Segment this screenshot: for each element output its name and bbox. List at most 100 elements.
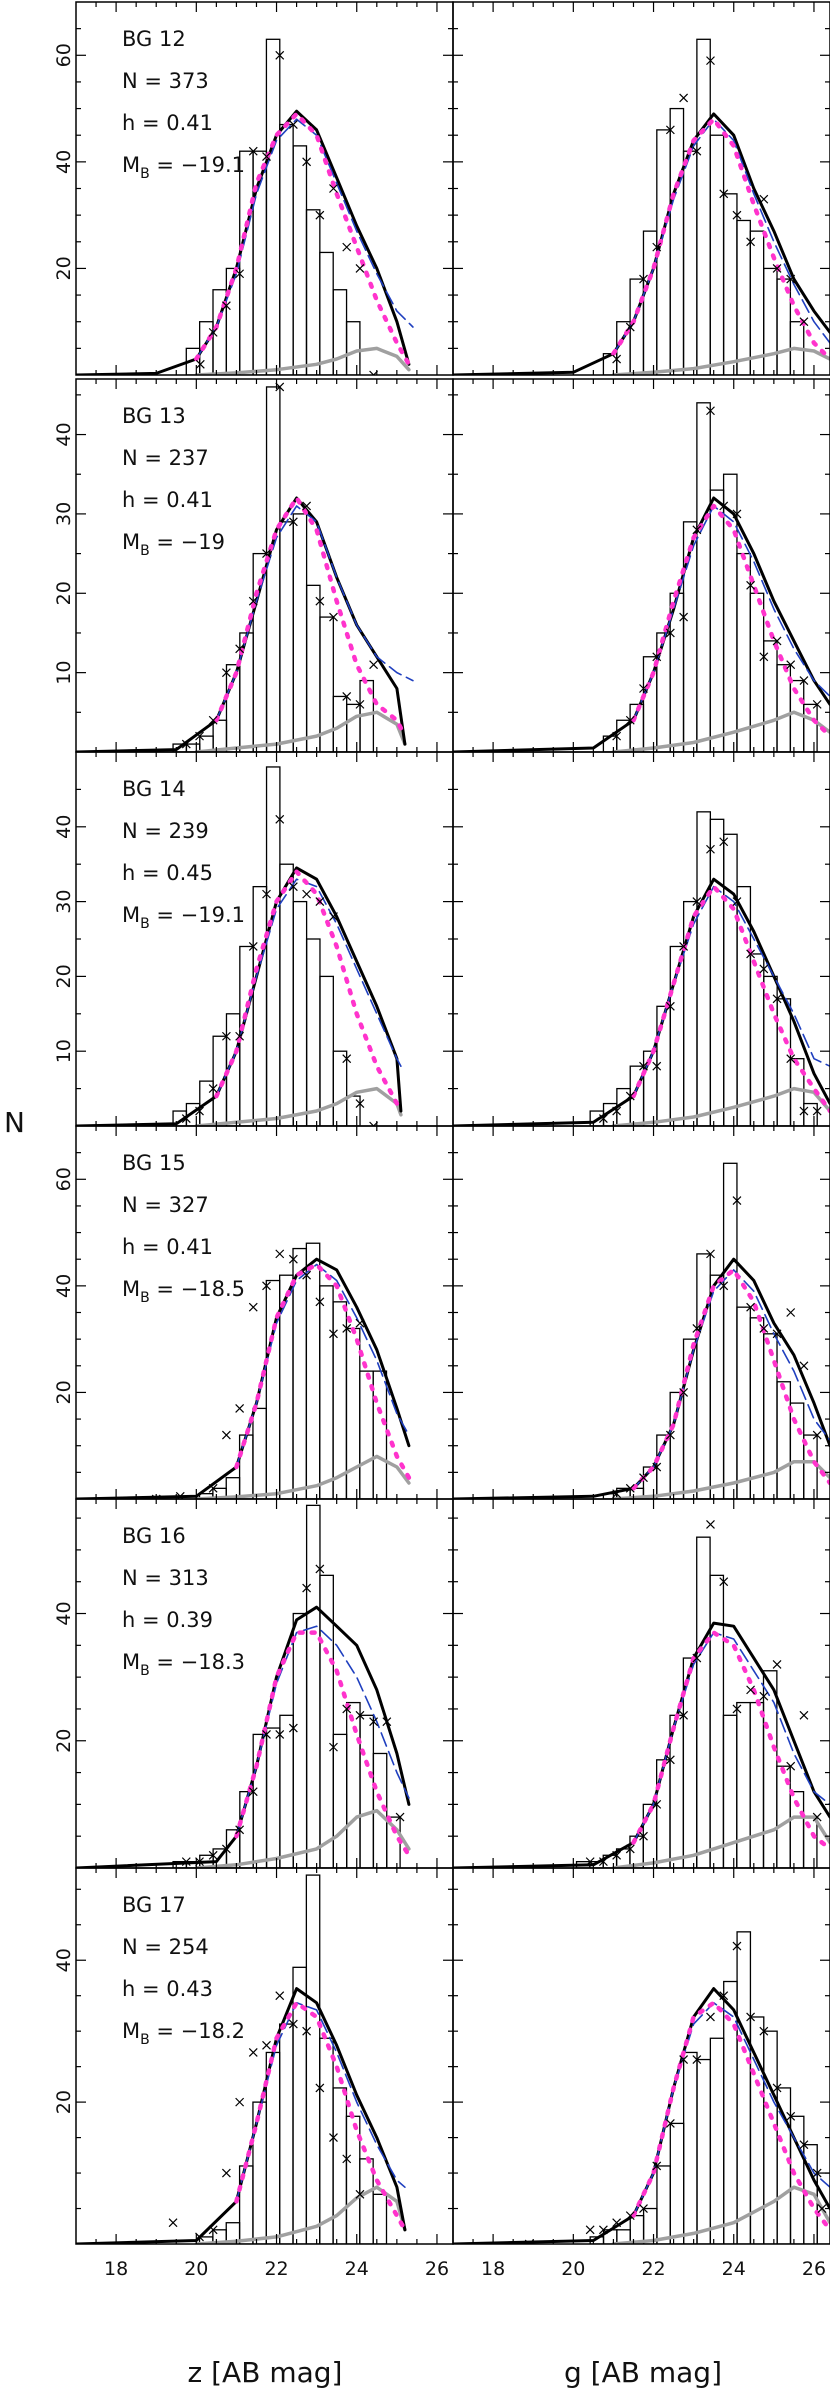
cross-marker: [772, 264, 782, 273]
cross-marker: [746, 1685, 756, 1695]
cross-marker: [679, 942, 689, 951]
cross-marker: [151, 1494, 161, 1499]
histogram-bar: [212, 719, 228, 752]
cross-markers: [151, 1249, 365, 1499]
axis-ticks: [453, 1868, 830, 2244]
cross-marker: [208, 2225, 218, 2235]
cross-marker: [746, 2012, 756, 2022]
histogram-bar: [292, 900, 308, 1126]
x-tick-label: 22: [641, 2258, 665, 2280]
cross-marker: [288, 2019, 298, 2029]
background-curve: [611, 710, 830, 752]
histogram-bar: [279, 521, 294, 752]
histogram-bar: [789, 1402, 805, 1499]
panel-annotation-count: N = 237: [122, 446, 209, 470]
cross-marker: [746, 237, 756, 247]
x-tick-label: 26: [425, 2258, 449, 2280]
panel-bg-14-g: [452, 751, 830, 1127]
axis-ticks: [453, 1499, 830, 1868]
cross-marker: [275, 1729, 285, 1739]
panel-annotation-mb: MB = −19.1: [122, 903, 245, 932]
cross-marker: [369, 1717, 379, 1727]
y-tick-label: 30: [53, 502, 75, 526]
histogram-bars: [575, 1536, 818, 1868]
cross-marker: [235, 1031, 245, 1041]
cross-marker: [665, 1001, 675, 1011]
cross-marker: [275, 1249, 285, 1259]
x-tick-label: 26: [802, 2258, 826, 2280]
cross-marker: [799, 317, 809, 327]
model-curves: [76, 495, 414, 752]
cross-marker: [679, 612, 689, 622]
background-curve: [611, 346, 830, 375]
cross-marker: [248, 1302, 258, 1312]
panel-annotation-mb: MB = −18.3: [122, 1650, 245, 1679]
panel-frame: [452, 1, 830, 376]
histogram-bar: [265, 2051, 281, 2244]
histogram-bar: [709, 2037, 725, 2244]
histogram-bar: [346, 1095, 361, 1126]
model-curves: [453, 877, 830, 1126]
cross-marker: [262, 1281, 271, 1291]
panel-bg-16-g: [452, 1498, 830, 1869]
cross-marker: [665, 125, 675, 135]
cross-marker: [639, 1831, 648, 1841]
histogram-bar: [696, 38, 711, 375]
cross-marker: [355, 264, 365, 273]
model-magenta-curve: [631, 2000, 830, 2233]
model-curves: [76, 1257, 412, 1499]
cross-marker: [812, 1430, 822, 1440]
cross-marker: [221, 2168, 231, 2178]
cross-marker: [706, 844, 715, 854]
model-curves: [76, 1987, 408, 2244]
histogram-bar: [332, 1733, 348, 1868]
model-magenta-curve: [214, 495, 408, 739]
mb-symbol: M: [122, 153, 140, 177]
cross-marker: [235, 269, 245, 279]
cross-marker: [812, 699, 822, 709]
histogram-bars: [602, 1162, 818, 1499]
cross-marker: [302, 2026, 312, 2036]
histogram-bar: [345, 1327, 361, 1499]
mb-subscript: B: [140, 916, 150, 932]
histogram-bar: [319, 975, 334, 1126]
x-tick-labels: 18 20 22 24 26 18 20 22 24 26: [104, 2258, 826, 2280]
panel-annotation-name: BG 15: [122, 1151, 186, 1175]
histogram-bar: [629, 278, 645, 375]
y-tick-label: 20: [53, 964, 75, 988]
cross-marker: [355, 2189, 365, 2199]
cross-markers: [181, 382, 379, 749]
x-tick-label: 20: [184, 2258, 208, 2280]
mb-value: = −19.1: [150, 153, 245, 177]
cross-marker: [665, 1430, 675, 1440]
cross-marker: [772, 994, 782, 1004]
background-curve: [611, 2185, 830, 2244]
cross-marker: [369, 660, 379, 670]
cross-marker: [302, 1270, 312, 1280]
cross-marker: [692, 525, 702, 535]
cross-marker: [652, 1061, 662, 1071]
panel-annotation-h: h = 0.41: [122, 1235, 213, 1259]
x-tick-label: 24: [345, 2258, 369, 2280]
axis-ticks: [76, 1499, 453, 1868]
histogram-bar: [292, 513, 308, 752]
histogram-bar: [292, 145, 308, 375]
cross-marker: [612, 1850, 622, 1860]
cross-marker: [195, 359, 205, 369]
background-curve: [194, 1454, 411, 1499]
cross-markers: [524, 1941, 827, 2244]
histogram-bar: [803, 703, 818, 752]
cross-markers: [598, 837, 822, 1123]
cross-marker: [315, 210, 325, 220]
cross-marker: [288, 517, 298, 527]
cross-marker: [262, 152, 271, 161]
panel-annotation-count: N = 327: [122, 1193, 209, 1217]
histogram-bar: [669, 107, 685, 375]
axis-ticks: [453, 1126, 830, 1499]
model-curves: [453, 496, 830, 752]
histogram-bar: [709, 818, 725, 1126]
histogram-bar: [696, 2058, 712, 2244]
y-axis-label: N: [4, 1106, 25, 1139]
cross-marker: [799, 2140, 809, 2150]
